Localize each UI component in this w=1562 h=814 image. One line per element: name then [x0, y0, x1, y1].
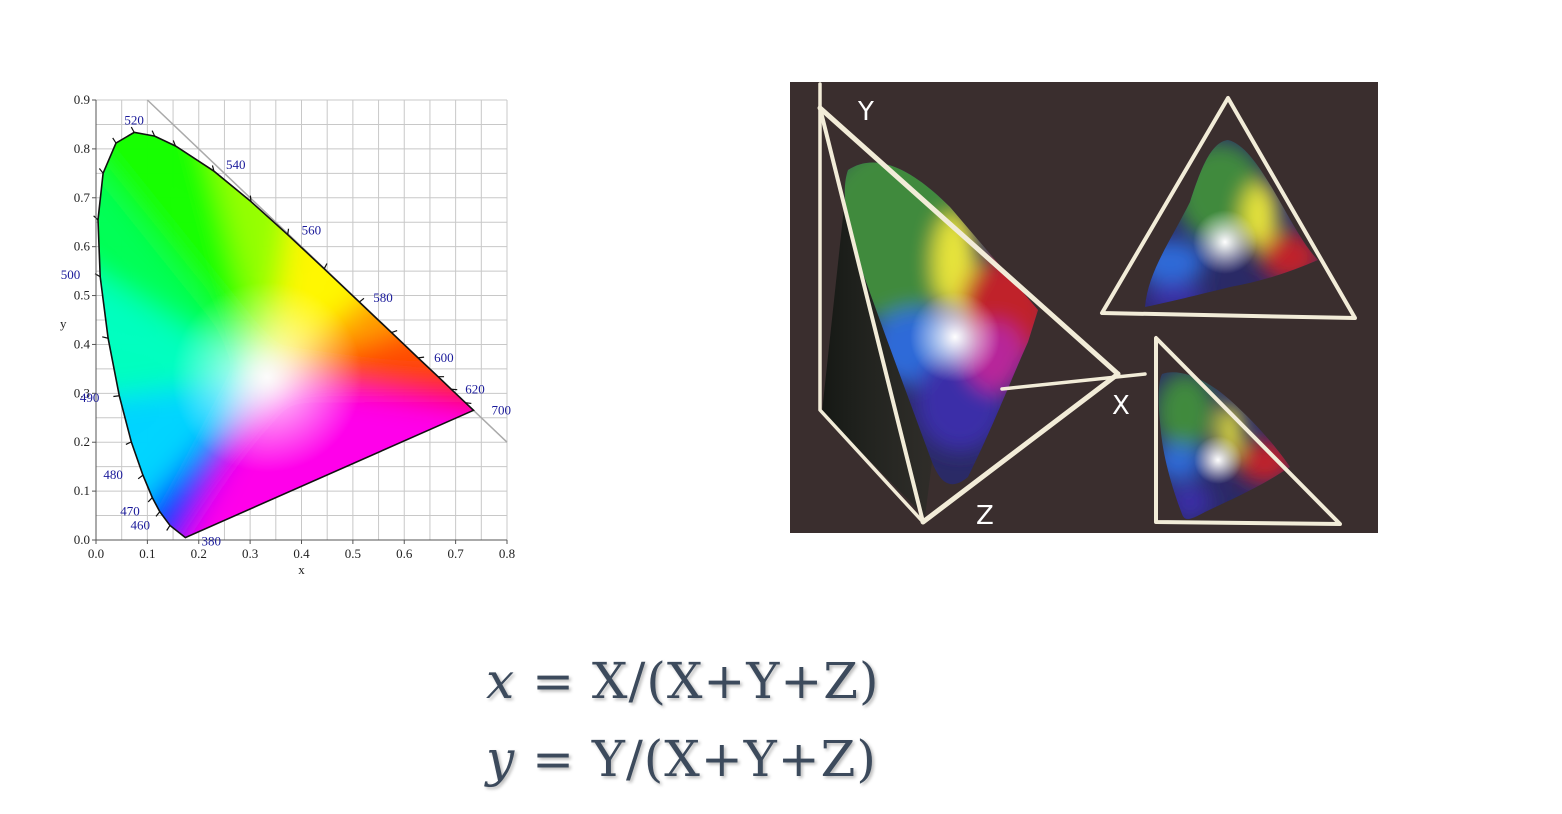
cie-chromaticity-chart: 0.0 0.1 0.2 0.3 0.4 0.5 0.6 0.7 0.8 0.0 0.1 0.2 0.3 0… [60, 92, 515, 577]
x-tick-label: 0.8 [499, 546, 515, 561]
y-tick-label: 0.1 [74, 483, 90, 498]
x-axis-label: x [298, 562, 305, 577]
locus-tick [147, 497, 153, 503]
formula-x-lhs: x [486, 652, 516, 710]
locus-tick [130, 126, 135, 133]
locus-tick [172, 140, 177, 147]
locus-tick [137, 474, 144, 480]
x-tick-label: 0.2 [191, 546, 207, 561]
gamut-wedge [98, 132, 268, 378]
x-tick-label: 0.4 [293, 546, 310, 561]
wavelength-label: 600 [434, 350, 454, 365]
wavelength-label: 490 [80, 390, 100, 405]
y-axis-photo-label: Y [857, 97, 874, 127]
locus-tick [102, 336, 109, 339]
locus-tick [113, 395, 120, 398]
locus-tick [391, 330, 398, 334]
chromaticity-y-formula: y = Y/(X+Y+Z) [486, 730, 877, 788]
wavelength-tick-marks [93, 126, 472, 531]
locus-tick [418, 356, 425, 359]
y-tick-label: 0.9 [74, 92, 90, 107]
wavelength-label: 380 [201, 534, 221, 549]
formula-x-rhs: = X/(X+Y+Z) [515, 652, 880, 710]
wavelength-label: 500 [61, 267, 81, 282]
locus-tick [155, 511, 161, 517]
y-tick-label: 0.2 [74, 434, 90, 449]
x-tick-label: 0.5 [345, 546, 361, 561]
wavelength-label: 560 [302, 223, 322, 238]
locus-tick [112, 137, 117, 144]
locus-tick [323, 263, 328, 270]
wavelength-label: 580 [373, 290, 393, 305]
white-point [172, 282, 363, 473]
y-tick-label: 0.3 [74, 385, 90, 400]
locus-tick [125, 441, 132, 446]
xyz-color-space-photo: Y X Z [790, 82, 1378, 533]
wavelength-label: 460 [130, 517, 150, 532]
locus-tick [465, 402, 472, 405]
locus-tick [211, 165, 215, 172]
spectral-locus [97, 131, 475, 539]
y-tick-label: 0.0 [74, 532, 90, 547]
formula-y-lhs: y [486, 730, 516, 788]
wavelength-label: 620 [465, 381, 485, 396]
formula-y-rhs: = Y/(X+Y+Z) [515, 730, 877, 788]
x-tick-label: 0.1 [139, 546, 155, 561]
axis-tick-labels: 0.0 0.1 0.2 0.3 0.4 0.5 0.6 0.7 0.8 0.0 0.1 0.2 0.3 0… [74, 92, 515, 561]
x-tick-label: 0.3 [242, 546, 258, 561]
locus-tick [287, 228, 290, 235]
wavelength-label: 700 [491, 402, 511, 417]
chart-axes [92, 99, 508, 544]
y-axis-label: y [60, 316, 67, 331]
x-axis-photo-label: X [1112, 391, 1130, 421]
wavelength-label: 520 [124, 112, 144, 127]
y-tick-label: 0.6 [74, 239, 91, 254]
x-tick-label: 0.6 [396, 546, 413, 561]
wavelength-label: 480 [103, 467, 123, 482]
y-tick-label: 0.8 [74, 141, 90, 156]
locus-tick [358, 297, 365, 303]
y-tick-label: 0.4 [74, 336, 91, 351]
y-tick-label: 0.7 [74, 190, 91, 205]
locus-tick [151, 130, 156, 137]
chromaticity-x-formula: x = X/(X+Y+Z) [486, 652, 879, 710]
wavelength-label: 540 [226, 157, 246, 172]
locus-tick [166, 525, 171, 531]
locus-tick [98, 168, 104, 174]
x-tick-label: 0.7 [448, 546, 465, 561]
y-tick-label: 0.5 [74, 288, 90, 303]
z-axis-photo-label: Z [976, 501, 994, 531]
photo-triangle-lines [817, 82, 1357, 526]
x-tick-label: 0.0 [88, 546, 104, 561]
wavelength-label: 470 [120, 504, 140, 519]
locus-tick [249, 195, 252, 202]
